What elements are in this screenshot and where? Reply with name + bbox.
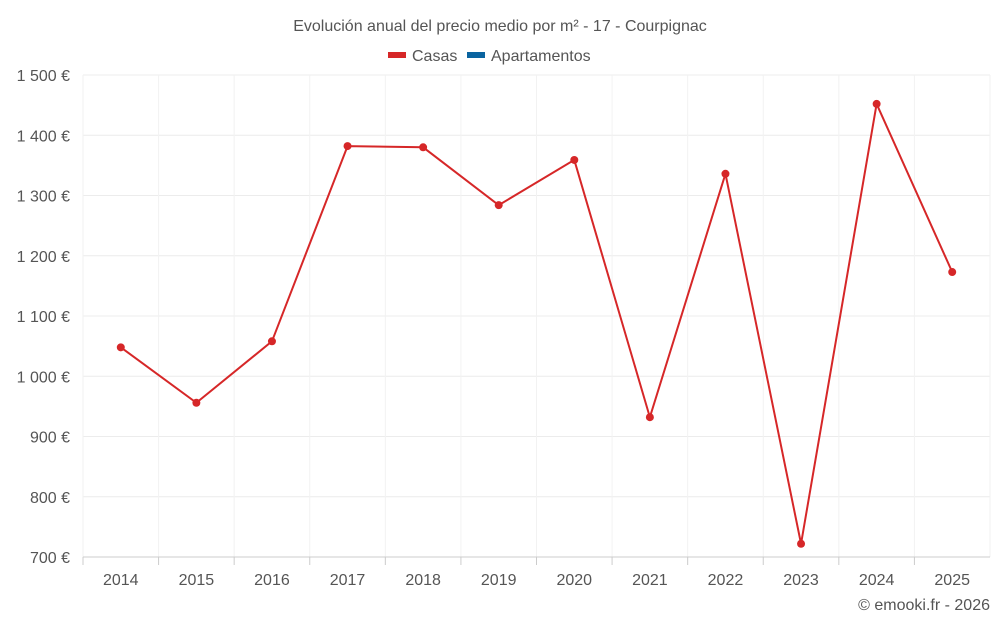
y-tick-label: 800 €: [30, 490, 70, 507]
x-tick-label: 2023: [783, 572, 819, 589]
data-point: [721, 169, 730, 178]
x-tick-label: 2014: [103, 572, 139, 589]
data-point: [494, 201, 503, 210]
legend-label: Casas: [412, 48, 457, 65]
y-tick-label: 1 200 €: [17, 249, 70, 266]
x-tick-label: 2024: [859, 572, 895, 589]
y-tick-label: 1 100 €: [17, 309, 70, 326]
grid: [82, 74, 991, 558]
y-tick-label: 700 €: [30, 550, 70, 567]
data-point: [343, 142, 352, 151]
x-tick-label: 2018: [405, 572, 441, 589]
x-tick-label: 2020: [556, 572, 592, 589]
data-point: [797, 539, 806, 548]
chart-title: Evolución anual del precio medio por m² …: [293, 18, 707, 35]
x-tick-label: 2017: [330, 572, 366, 589]
data-point: [192, 398, 201, 407]
data-point: [570, 155, 579, 164]
data-point: [645, 413, 654, 422]
y-tick-label: 1 300 €: [17, 189, 70, 206]
data-point: [419, 143, 428, 152]
credit: © emooki.fr - 2026: [858, 597, 990, 614]
x-tick-label: 2021: [632, 572, 668, 589]
y-tick-label: 1 000 €: [17, 369, 70, 386]
legend-swatch: [467, 52, 485, 58]
data-point: [872, 99, 881, 108]
legend-swatch: [388, 52, 406, 58]
data-point: [948, 268, 957, 277]
x-tick-label: 2025: [934, 572, 970, 589]
series-line-casas: [120, 100, 954, 544]
legend-item-casas[interactable]: Casas: [388, 48, 457, 65]
x-tick-label: 2022: [708, 572, 744, 589]
x-tick-label: 2016: [254, 572, 290, 589]
legend-label: Apartamentos: [491, 48, 591, 65]
x-tick-label: 2015: [179, 572, 215, 589]
y-tick-label: 1 500 €: [17, 68, 70, 85]
legend-item-apartamentos[interactable]: Apartamentos: [467, 48, 591, 65]
legend: Casas Apartamentos: [388, 48, 591, 65]
data-point: [116, 343, 125, 352]
axes: 700 € 800 € 900 € 1 000 € 1 100 € 1 200 € 1 30…: [17, 68, 990, 589]
x-tick-label: 2019: [481, 572, 517, 589]
y-tick-label: 900 €: [30, 430, 70, 447]
data-point: [267, 337, 276, 346]
series: [116, 99, 957, 548]
y-tick-label: 1 400 €: [17, 128, 70, 145]
